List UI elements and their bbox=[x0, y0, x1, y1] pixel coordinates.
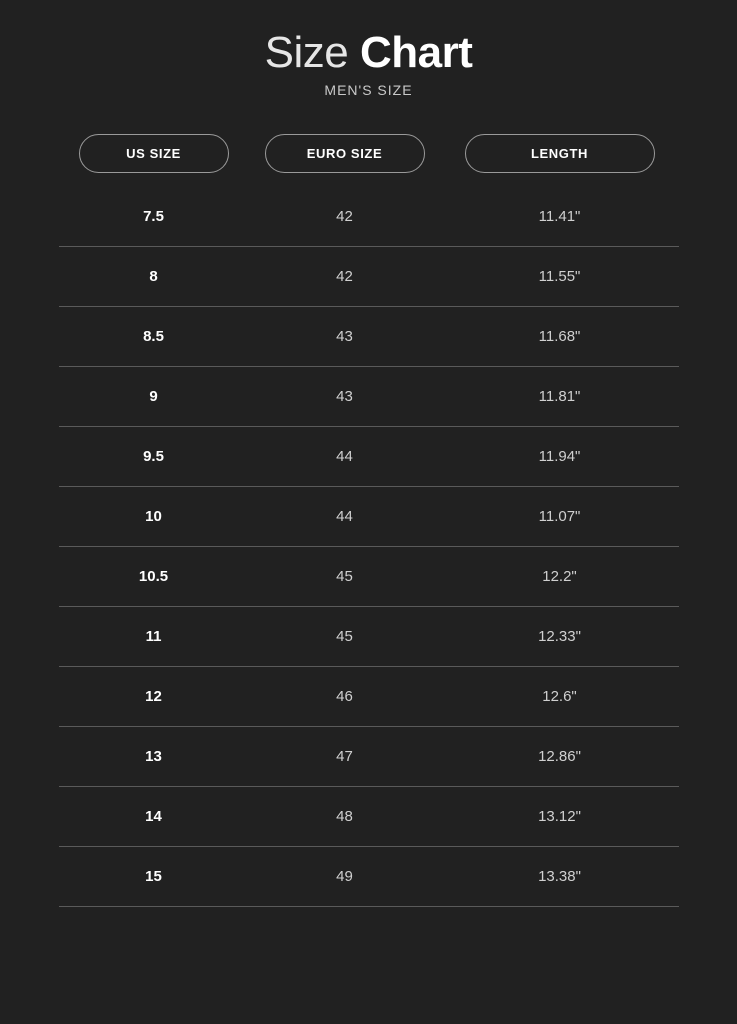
cell-length: 12.86" bbox=[465, 748, 655, 765]
table-row: 11 45 12.33" bbox=[59, 607, 679, 667]
cell-us-size: 10.5 bbox=[79, 568, 229, 585]
cell-us-size: 9 bbox=[79, 388, 229, 405]
cell-us-size: 11 bbox=[79, 628, 229, 645]
table-headers: US SIZE EURO SIZE LENGTH bbox=[59, 134, 679, 173]
cell-euro-size: 45 bbox=[265, 568, 425, 585]
cell-length: 13.12" bbox=[465, 808, 655, 825]
cell-length: 11.41" bbox=[465, 208, 655, 225]
table-row: 10.5 45 12.2" bbox=[59, 547, 679, 607]
page-subtitle: MEN'S SIZE bbox=[324, 82, 412, 98]
title-bold: Chart bbox=[360, 28, 472, 77]
cell-euro-size: 49 bbox=[265, 868, 425, 885]
size-table: 7.5 42 11.41" 8 42 11.55" 8.5 43 11.68" … bbox=[59, 187, 679, 907]
cell-length: 11.55" bbox=[465, 268, 655, 285]
cell-us-size: 7.5 bbox=[79, 208, 229, 225]
cell-us-size: 14 bbox=[79, 808, 229, 825]
cell-length: 11.81" bbox=[465, 388, 655, 405]
table-row: 13 47 12.86" bbox=[59, 727, 679, 787]
cell-length: 12.6" bbox=[465, 688, 655, 705]
cell-us-size: 13 bbox=[79, 748, 229, 765]
cell-us-size: 8 bbox=[79, 268, 229, 285]
cell-us-size: 9.5 bbox=[79, 448, 229, 465]
cell-euro-size: 44 bbox=[265, 508, 425, 525]
table-row: 14 48 13.12" bbox=[59, 787, 679, 847]
cell-euro-size: 46 bbox=[265, 688, 425, 705]
table-row: 15 49 13.38" bbox=[59, 847, 679, 907]
table-row: 8.5 43 11.68" bbox=[59, 307, 679, 367]
cell-us-size: 12 bbox=[79, 688, 229, 705]
header-length: LENGTH bbox=[465, 134, 655, 173]
cell-length: 12.33" bbox=[465, 628, 655, 645]
table-row: 9.5 44 11.94" bbox=[59, 427, 679, 487]
title-light: Size bbox=[265, 28, 360, 77]
cell-euro-size: 42 bbox=[265, 268, 425, 285]
size-chart-container: Size Chart MEN'S SIZE US SIZE EURO SIZE … bbox=[0, 28, 737, 907]
table-row: 10 44 11.07" bbox=[59, 487, 679, 547]
cell-euro-size: 48 bbox=[265, 808, 425, 825]
cell-us-size: 8.5 bbox=[79, 328, 229, 345]
cell-length: 12.2" bbox=[465, 568, 655, 585]
cell-length: 11.94" bbox=[465, 448, 655, 465]
page-title: Size Chart bbox=[265, 28, 473, 78]
cell-length: 11.07" bbox=[465, 508, 655, 525]
cell-euro-size: 45 bbox=[265, 628, 425, 645]
header-euro-size: EURO SIZE bbox=[265, 134, 425, 173]
table-row: 7.5 42 11.41" bbox=[59, 187, 679, 247]
table-row: 12 46 12.6" bbox=[59, 667, 679, 727]
cell-euro-size: 43 bbox=[265, 328, 425, 345]
cell-euro-size: 47 bbox=[265, 748, 425, 765]
header-us-size: US SIZE bbox=[79, 134, 229, 173]
table-row: 9 43 11.81" bbox=[59, 367, 679, 427]
cell-euro-size: 44 bbox=[265, 448, 425, 465]
cell-length: 13.38" bbox=[465, 868, 655, 885]
cell-us-size: 15 bbox=[79, 868, 229, 885]
table-row: 8 42 11.55" bbox=[59, 247, 679, 307]
cell-length: 11.68" bbox=[465, 328, 655, 345]
cell-euro-size: 42 bbox=[265, 208, 425, 225]
cell-us-size: 10 bbox=[79, 508, 229, 525]
cell-euro-size: 43 bbox=[265, 388, 425, 405]
